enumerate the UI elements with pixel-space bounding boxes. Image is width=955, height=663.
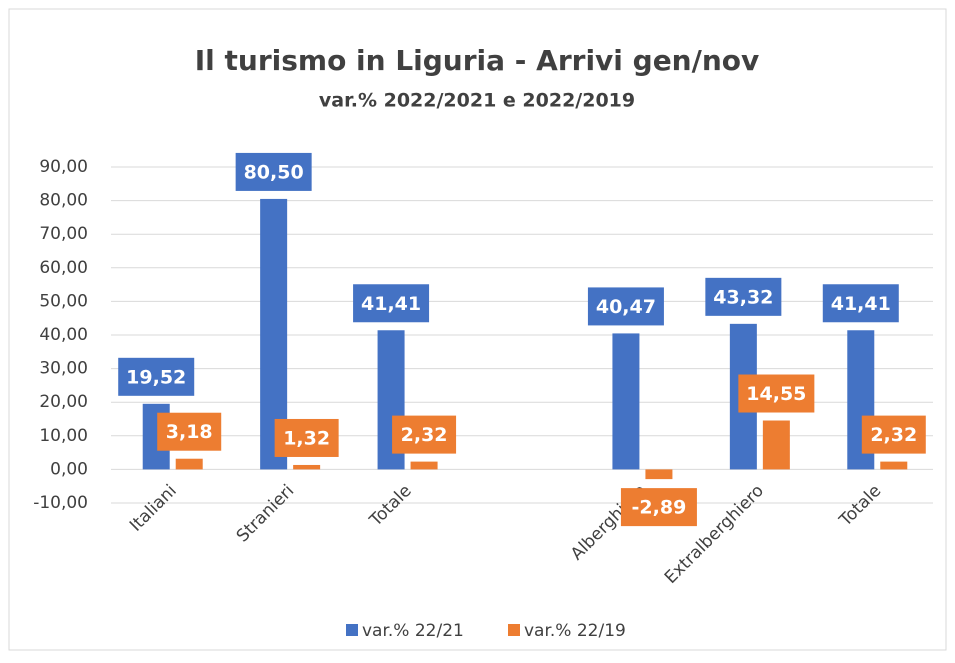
y-tick-label: 70,00	[39, 224, 88, 244]
bar	[645, 469, 673, 480]
data-label-box	[392, 415, 457, 454]
data-label-box	[118, 357, 195, 396]
data-label-box	[705, 277, 782, 316]
chart-frame	[8, 8, 947, 651]
data-label-box	[738, 374, 815, 413]
y-tick-label: 10,00	[39, 426, 88, 446]
bar	[880, 461, 908, 470]
bar	[293, 464, 321, 470]
data-label: 2,32	[401, 424, 448, 446]
data-label: 41,41	[361, 293, 421, 315]
data-label-box	[274, 418, 339, 457]
data-label-box	[861, 415, 926, 454]
data-label: 2,32	[870, 424, 917, 446]
chart-subtitle: var.% 2022/2021 e 2022/2019	[319, 90, 635, 112]
data-label-box	[353, 284, 430, 323]
chart-title: Il turismo in Liguria - Arrivi gen/nov	[195, 44, 760, 77]
bar	[762, 420, 790, 470]
legend-label: var.% 22/19	[524, 621, 626, 641]
data-label: 19,52	[126, 366, 186, 388]
data-label: 40,47	[596, 296, 656, 318]
bar	[175, 458, 203, 470]
data-label-box	[620, 488, 697, 527]
data-label: 41,41	[831, 293, 891, 315]
y-tick-label: 90,00	[39, 157, 88, 177]
data-label: -2,89	[632, 497, 687, 519]
data-label: 43,32	[713, 286, 773, 308]
y-tick-label: 40,00	[39, 325, 88, 345]
y-tick-label: 20,00	[39, 392, 88, 412]
data-label-box	[157, 412, 222, 451]
y-tick-label: 30,00	[39, 359, 88, 379]
y-tick-label: 0,00	[50, 459, 88, 479]
data-label-box	[235, 152, 312, 191]
data-label-box	[587, 287, 664, 326]
data-label: 80,50	[244, 161, 304, 183]
y-tick-label: -10,00	[33, 493, 88, 513]
legend-label: var.% 22/21	[362, 621, 464, 641]
data-label: 3,18	[166, 421, 213, 443]
bar	[612, 333, 640, 470]
data-label: 14,55	[746, 383, 806, 405]
y-tick-label: 50,00	[39, 291, 88, 311]
data-label-box	[822, 284, 899, 323]
bar	[410, 461, 438, 470]
data-label: 1,32	[283, 427, 330, 449]
y-tick-label: 80,00	[39, 191, 88, 211]
y-tick-label: 60,00	[39, 258, 88, 278]
legend-swatch	[346, 624, 358, 636]
legend-swatch	[508, 624, 520, 636]
